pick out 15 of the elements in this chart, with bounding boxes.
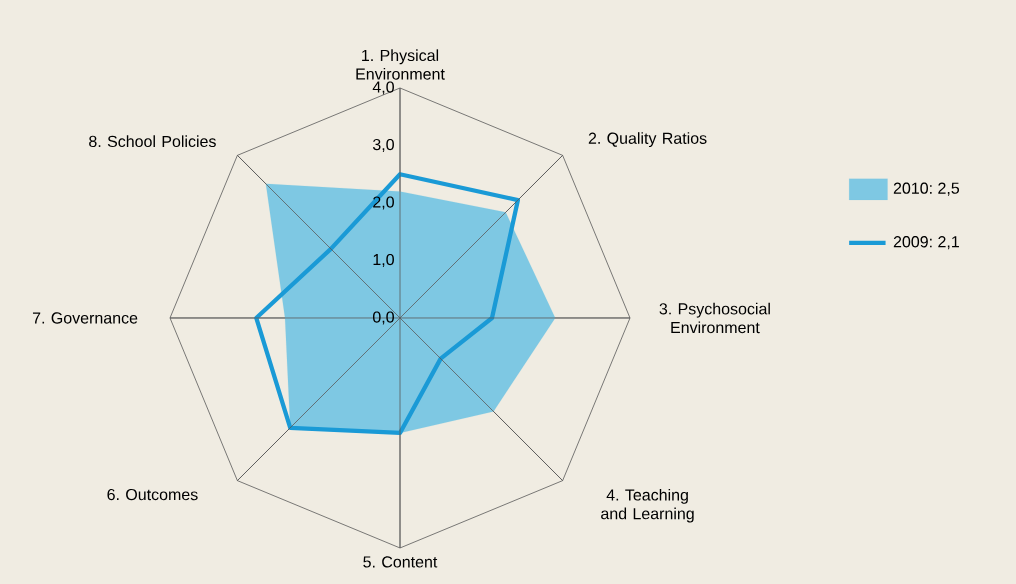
spoke-label: 7. Governance: [32, 312, 138, 324]
spoke-label: 1. Physical Environment: [356, 49, 445, 80]
y-tick-label: 3,0: [372, 138, 394, 153]
spoke-label: 3. Psychosocial Environment: [659, 302, 770, 334]
spoke-label: 4. Teaching and Learning: [601, 488, 694, 523]
legend-label: 2009: 2,1: [893, 236, 959, 250]
y-tick-label: 0,0: [372, 311, 394, 325]
y-tick-label: 1,0: [373, 253, 394, 268]
spoke-label: 5. Content: [363, 556, 438, 568]
spoke-label: 2. Quality Ratios: [588, 132, 707, 148]
spoke-label: 8. School Policies: [89, 135, 216, 148]
spoke-label: 6. Outcomes: [107, 488, 198, 501]
y-tick-label: 4,0: [372, 81, 394, 95]
legend-label: 2010: 2,5: [893, 182, 960, 196]
y-tick-label: 2,0: [373, 196, 394, 210]
